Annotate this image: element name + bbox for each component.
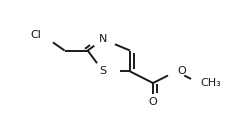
Text: CH₃: CH₃: [200, 78, 221, 88]
Text: O: O: [149, 97, 157, 107]
Text: O: O: [177, 66, 186, 76]
Text: Cl: Cl: [31, 29, 42, 40]
Text: S: S: [99, 66, 107, 76]
Text: N: N: [99, 34, 107, 44]
